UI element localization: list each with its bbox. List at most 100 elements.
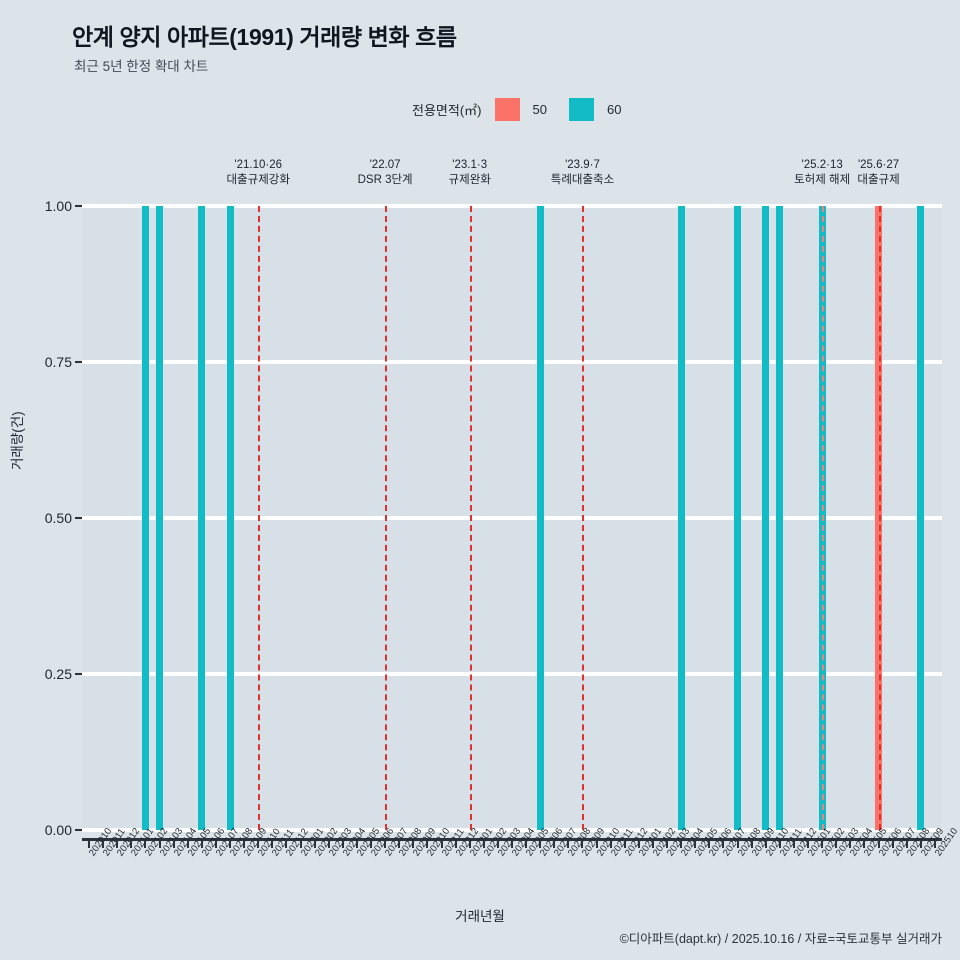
y-axis-tick-mark (75, 205, 82, 207)
annotation-name: 대출규제강화 (226, 174, 290, 186)
annotation-label: '25.2·13 토허제 해제 (762, 158, 882, 188)
x-axis-tick-mark (708, 838, 711, 848)
x-axis-tick-mark (821, 838, 824, 848)
legend-swatch-50 (494, 98, 520, 121)
x-axis-tick-mark (778, 838, 781, 848)
chart-legend: 전용면적(㎡) 50 60 (412, 98, 621, 121)
x-axis-tick-mark (172, 838, 175, 848)
y-axis-tick-mark (75, 517, 82, 519)
x-axis-tick-mark (158, 838, 161, 848)
x-axis-tick-mark (440, 838, 443, 848)
x-axis-tick-mark (680, 838, 683, 848)
x-axis-tick-mark (835, 838, 838, 848)
x-axis-tick-mark (271, 838, 274, 848)
annotation-line (878, 206, 881, 830)
x-axis-tick-mark (595, 838, 598, 848)
y-axis-tick-mark (75, 673, 82, 675)
x-axis-tick-mark (144, 838, 147, 848)
x-axis-tick-mark (426, 838, 429, 848)
x-axis-tick-mark (102, 838, 105, 848)
x-axis-tick-mark (849, 838, 852, 848)
x-axis-tick-mark (116, 838, 119, 848)
annotation-date: '25.6·27 (857, 159, 900, 171)
y-axis-tick-label: 0.25 (44, 666, 72, 682)
x-axis-tick-mark (257, 838, 260, 848)
x-axis-tick-mark (229, 838, 232, 848)
annotation-line (469, 206, 472, 830)
bar[interactable] (198, 206, 206, 830)
y-axis-tick-label: 0.75 (44, 354, 72, 370)
x-axis-tick-mark (807, 838, 810, 848)
bar[interactable] (141, 206, 149, 830)
x-axis-tick-mark (891, 838, 894, 848)
x-axis-tick-mark (398, 838, 401, 848)
y-axis-tick-mark (75, 361, 82, 363)
plot-area (82, 204, 942, 832)
annotation-date: '23.9·7 (565, 159, 600, 171)
footer-credit: ©디아파트(dapt.kr) / 2025.10.16 / 자료=국토교통부 실… (619, 932, 942, 946)
bar[interactable] (917, 206, 925, 830)
chart-subtitle: 최근 5년 한정 확대 차트 (74, 59, 209, 74)
x-axis-tick-mark (666, 838, 669, 848)
annotation-name: 특례대출축소 (550, 174, 615, 186)
annotation-name: 대출규제 (857, 174, 900, 186)
gridline (82, 516, 942, 520)
x-axis-tick-mark (214, 838, 217, 848)
x-axis-tick-mark (412, 838, 415, 848)
x-axis-tick-mark (553, 838, 556, 848)
x-axis-tick-mark (877, 838, 880, 848)
annotation-line (385, 206, 388, 830)
bar[interactable] (734, 206, 742, 830)
annotation-label: '23.1·3 규제완화 (410, 158, 530, 188)
x-axis-label: 거래년월 (455, 909, 505, 924)
x-axis-tick-mark (539, 838, 542, 848)
legend-label-60: 60 (606, 102, 622, 117)
bar[interactable] (536, 206, 544, 830)
x-axis-tick-mark (496, 838, 499, 848)
bar[interactable] (226, 206, 234, 830)
annotation-label: '23.9·7 특례대출축소 (522, 158, 642, 188)
legend-swatch-60 (568, 98, 594, 121)
annotation-label: '22.07 DSR 3단계 (325, 158, 445, 188)
bar[interactable] (677, 206, 685, 830)
bar[interactable] (776, 206, 784, 830)
gridline (82, 672, 942, 676)
x-axis-tick-mark (863, 838, 866, 848)
annotation-line (582, 206, 585, 830)
x-axis-tick-mark (637, 838, 640, 848)
legend-label-50: 50 (532, 102, 547, 117)
annotation-label: '25.6·27 대출규제 (819, 158, 939, 188)
x-axis-tick-mark (581, 838, 584, 848)
page-title: 안계 양지 아파트(1991) 거래량 변화 흐름 (72, 24, 457, 50)
x-axis-tick-mark (313, 838, 316, 848)
gridline (82, 360, 942, 364)
x-axis-tick-mark (525, 838, 528, 848)
x-axis-tick-mark (694, 838, 697, 848)
x-axis-tick-mark (567, 838, 570, 848)
x-axis-tick-mark (200, 838, 203, 848)
x-axis-tick-mark (299, 838, 302, 848)
annotation-label: '21.10·26 대출규제강화 (198, 158, 318, 188)
x-axis-tick-mark (905, 838, 908, 848)
y-axis-tick-mark (75, 829, 82, 831)
x-axis-tick-mark (919, 838, 922, 848)
legend-title: 전용면적(㎡) (412, 103, 482, 118)
annotation-date: '22.07 (369, 159, 401, 171)
x-axis-tick-mark (651, 838, 654, 848)
y-axis-label: 거래량(건) (10, 411, 25, 470)
gridline (82, 204, 942, 208)
x-axis-tick-mark (243, 838, 246, 848)
x-axis-tick-mark (511, 838, 513, 848)
x-axis-tick-mark (327, 838, 330, 848)
x-axis-tick-mark (88, 838, 91, 848)
x-axis-tick-mark (454, 838, 457, 848)
annotation-name: 토허제 해제 (794, 174, 851, 186)
x-axis-tick-mark (933, 838, 936, 848)
x-axis-tick-mark (736, 838, 739, 848)
bar[interactable] (156, 206, 164, 830)
annotation-line (822, 206, 825, 830)
annotation-date: '25.2·13 (801, 159, 843, 171)
bar[interactable] (762, 206, 770, 830)
annotation-date: '21.10·26 (234, 159, 283, 171)
